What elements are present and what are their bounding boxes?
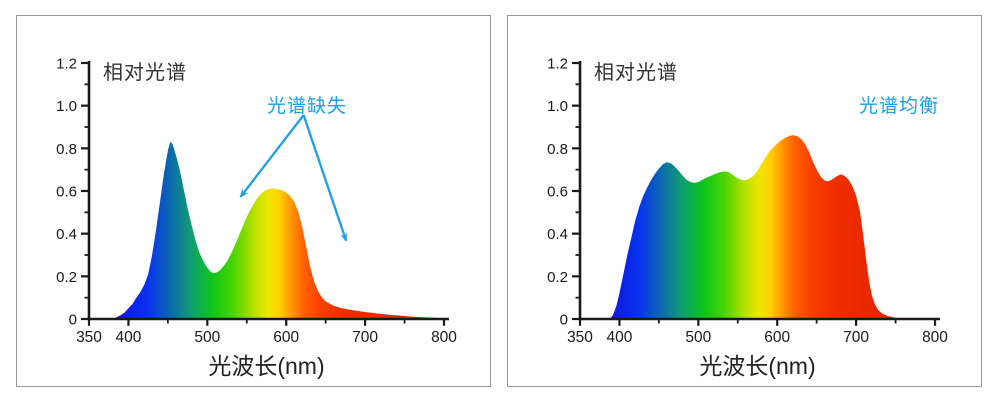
y-tick-label: 0.6 [547, 184, 568, 201]
x-tick-label: 800 [922, 329, 948, 346]
x-tick-label: 350 [567, 329, 593, 346]
chart-title: 相对光谱 [594, 62, 678, 84]
annotation-spectrum-missing: 光谱缺失 [267, 96, 348, 117]
x-tick-label: 600 [273, 329, 299, 346]
chart-title: 相对光谱 [103, 62, 187, 84]
y-tick-label: 0.6 [56, 184, 77, 201]
y-tick-label: 0.8 [547, 141, 568, 158]
y-tick-label: 0.8 [56, 141, 77, 158]
y-tick-label: 1.2 [56, 56, 77, 73]
spectrum-area [112, 141, 444, 319]
annotation-arrow [239, 114, 305, 198]
y-tick-label: 1.2 [547, 56, 568, 73]
y-tick-label: 1.0 [547, 98, 568, 115]
x-axis-label: 光波长(nm) [208, 353, 325, 379]
spectral-panel-led-missing: 0 0.2 0.4 0.6 0.8 1.0 1.2 350 400 500 600 700 800 相对… [16, 15, 491, 387]
spectral-chart-left-svg: 0 0.2 0.4 0.6 0.8 1.0 1.2 350 400 500 600 700 800 [56, 56, 457, 347]
spectrum-area [610, 135, 920, 319]
x-tick-label: 800 [431, 329, 457, 346]
x-tick-label: 500 [194, 329, 220, 346]
x-tick-label: 400 [116, 329, 142, 346]
x-tick-label: 350 [76, 329, 102, 346]
y-tick-label: 0.4 [56, 226, 77, 243]
x-tick-label: 600 [764, 329, 790, 346]
x-tick-label: 500 [685, 329, 711, 346]
x-tick-label: 400 [607, 329, 633, 346]
x-axis-label: 光波长(nm) [699, 353, 816, 379]
y-tick-label: 0 [69, 312, 77, 329]
spectral-panel-full-spectrum: 0 0.2 0.4 0.6 0.8 1.0 1.2 350 400 500 600 700 800 相对… [507, 15, 982, 387]
spectral-chart-right-svg: 0 0.2 0.4 0.6 0.8 1.0 1.2 350 400 500 600 700 800 [547, 56, 948, 347]
y-tick-label: 0.2 [547, 269, 568, 286]
x-tick-label: 700 [843, 329, 869, 346]
annotation-spectrum-balanced: 光谱均衡 [858, 96, 939, 117]
y-tick-label: 1.0 [56, 98, 77, 115]
y-tick-label: 0.4 [547, 226, 568, 243]
y-tick-label: 0 [560, 312, 568, 329]
y-tick-label: 0.2 [56, 269, 77, 286]
x-tick-label: 700 [352, 329, 378, 346]
annotation-arrow [302, 114, 348, 242]
